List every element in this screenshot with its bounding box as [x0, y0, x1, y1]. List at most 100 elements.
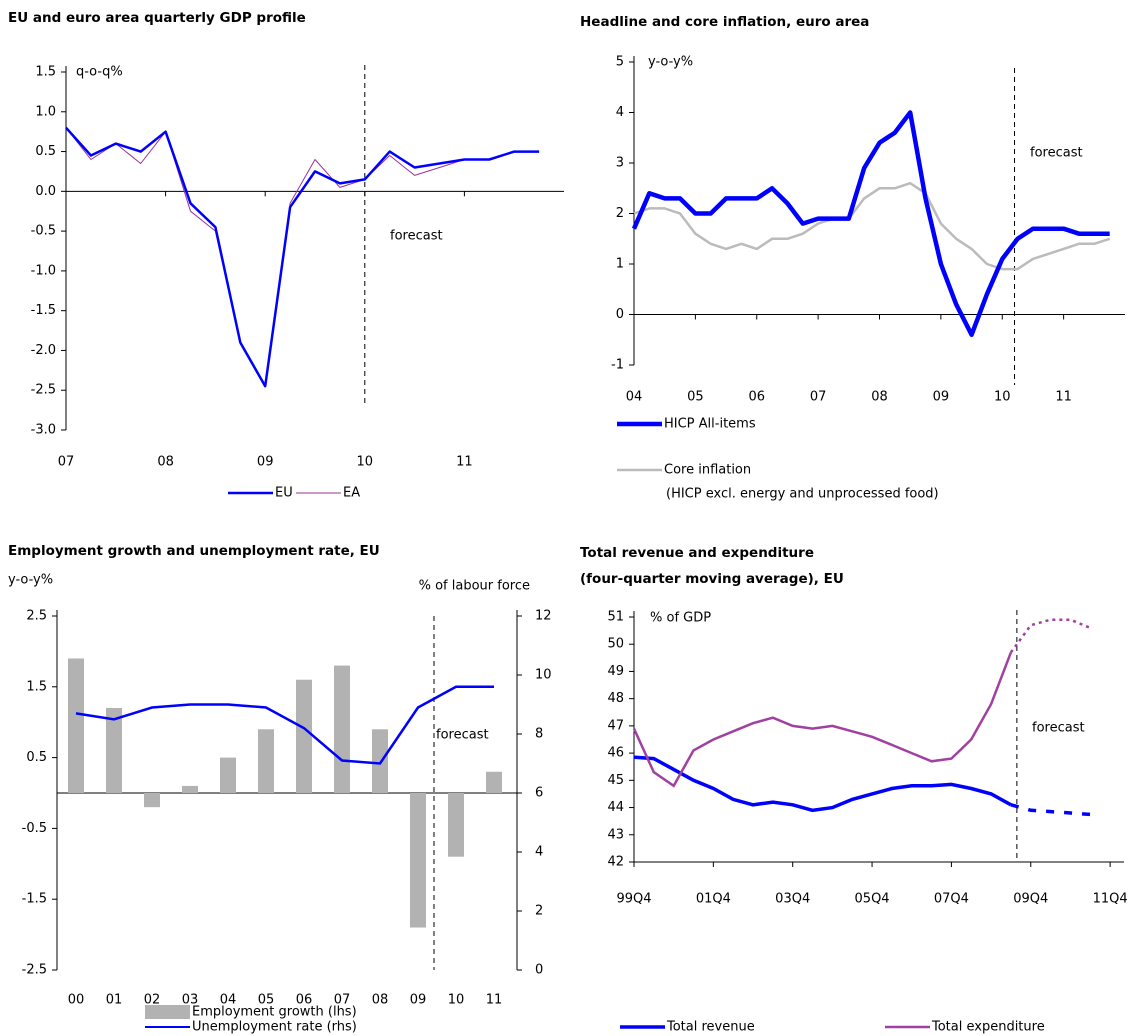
bar: [258, 729, 274, 793]
y-tick-label: 48: [607, 691, 624, 706]
annotation: forecast: [436, 728, 489, 743]
annotation: forecast: [1030, 146, 1083, 161]
x-tick-label: 09Q4: [1013, 892, 1048, 907]
series-line: [65, 126, 540, 388]
bar: [296, 679, 312, 793]
x-tick-label: 01Q4: [696, 892, 731, 907]
y-tick-label: 45: [607, 773, 624, 788]
chart-title: EU and euro area quarterly GDP profile: [8, 10, 306, 26]
x-tick-label: 07: [810, 390, 827, 405]
x-tick-label: 11Q4: [1093, 892, 1128, 907]
x-tick-label: 01: [106, 993, 123, 1008]
x-tick-label: 03Q4: [775, 892, 810, 907]
y-tick-label: 0: [616, 307, 624, 322]
x-tick-label: 11: [486, 993, 503, 1008]
y-axis-label: % of GDP: [650, 611, 711, 626]
legend-label: Unemployment rate (rhs): [192, 1020, 357, 1035]
y2-tick-label: 0: [535, 963, 543, 978]
x-tick-label: 10: [448, 993, 465, 1008]
bar: [334, 665, 350, 793]
y-tick-label: -1: [611, 358, 624, 373]
x-tick-label: 11: [456, 455, 473, 470]
legend-label: Total revenue: [666, 1020, 755, 1035]
y-tick-label: 44: [607, 800, 624, 815]
series-line: [633, 181, 1111, 271]
y-tick-label: -1.5: [31, 303, 56, 318]
bar: [372, 729, 388, 793]
y-tick-label: 0.5: [35, 144, 56, 159]
x-tick-label: 08: [372, 993, 389, 1008]
x-tick-label: 06: [748, 390, 765, 405]
x-tick-label: 07: [334, 993, 351, 1008]
y2-axis-label: % of labour force: [419, 579, 530, 594]
y-tick-label: 4: [616, 105, 624, 120]
y2-tick-label: 4: [535, 845, 543, 860]
y-tick-label: -0.5: [22, 821, 47, 836]
y-tick-label: 47: [607, 718, 624, 733]
y-tick-label: 5: [616, 55, 624, 70]
y2-tick-label: 12: [535, 609, 552, 624]
series-line: [632, 651, 1013, 788]
bar: [410, 793, 426, 928]
bar: [106, 708, 122, 793]
y-tick-label: 1.5: [35, 65, 56, 80]
series-line: [1010, 803, 1091, 817]
series-line: [1009, 618, 1091, 654]
y-tick-label: 42: [607, 855, 624, 870]
legend-label: Total expenditure: [931, 1020, 1045, 1035]
x-tick-label: 10: [357, 455, 374, 470]
y2-tick-label: 8: [535, 727, 543, 742]
x-tick-label: 03: [182, 993, 199, 1008]
bar: [144, 793, 160, 808]
x-tick-label: 09: [257, 455, 274, 470]
bar: [220, 757, 236, 793]
x-tick-label: 99Q4: [616, 892, 651, 907]
series-line: [75, 685, 494, 765]
y-tick-label: -1.0: [31, 263, 56, 278]
y-tick-label: 2: [616, 206, 624, 221]
annotation: forecast: [1032, 721, 1085, 736]
y-axis-label: y-o-y%: [648, 55, 693, 70]
x-tick-label: 08: [871, 390, 888, 405]
x-tick-label: 07: [58, 455, 75, 470]
x-tick-label: 09: [933, 390, 950, 405]
y-tick-label: 51: [607, 610, 624, 625]
x-tick-label: 09: [410, 993, 427, 1008]
y-tick-label: 2.5: [26, 609, 47, 624]
y-tick-label: 50: [607, 637, 624, 652]
y-tick-label: -3.0: [31, 423, 56, 438]
legend-label: EU: [275, 486, 293, 501]
x-tick-label: 00: [68, 993, 85, 1008]
y-tick-label: 1.0: [35, 104, 56, 119]
y-tick-label: -2.0: [31, 343, 56, 358]
x-tick-label: 04: [626, 390, 643, 405]
chart-title: Employment growth and unemployment rate,…: [8, 543, 380, 559]
x-tick-label: 11: [1055, 390, 1072, 405]
bar: [182, 785, 198, 793]
legend-label: HICP All-items: [664, 417, 756, 432]
bar: [448, 793, 464, 857]
y-tick-label: 43: [607, 827, 624, 842]
y-tick-label: -1.5: [22, 892, 47, 907]
legend-label: EA: [343, 486, 360, 501]
annotation: forecast: [390, 229, 443, 244]
x-tick-label: 07Q4: [934, 892, 969, 907]
y-tick-label: 1.5: [26, 679, 47, 694]
x-tick-label: 10: [994, 390, 1011, 405]
bar: [68, 658, 84, 793]
y-tick-label: -0.5: [31, 224, 56, 239]
series-line: [631, 110, 1110, 337]
y-tick-label: -2.5: [22, 963, 47, 978]
legend-label: Employment growth (lhs): [192, 1005, 357, 1020]
y-tick-label: -2.5: [31, 383, 56, 398]
x-tick-label: 05: [687, 390, 704, 405]
x-tick-label: 08: [157, 455, 174, 470]
series-line: [633, 755, 1012, 813]
chart-subtitle: (four-quarter moving average), EU: [580, 571, 844, 587]
y-tick-label: 46: [607, 746, 624, 761]
y-axis-label: y-o-y%: [8, 573, 53, 588]
chart-title: Total revenue and expenditure: [580, 545, 814, 561]
x-tick-label: 05Q4: [855, 892, 890, 907]
y2-tick-label: 2: [535, 904, 543, 919]
